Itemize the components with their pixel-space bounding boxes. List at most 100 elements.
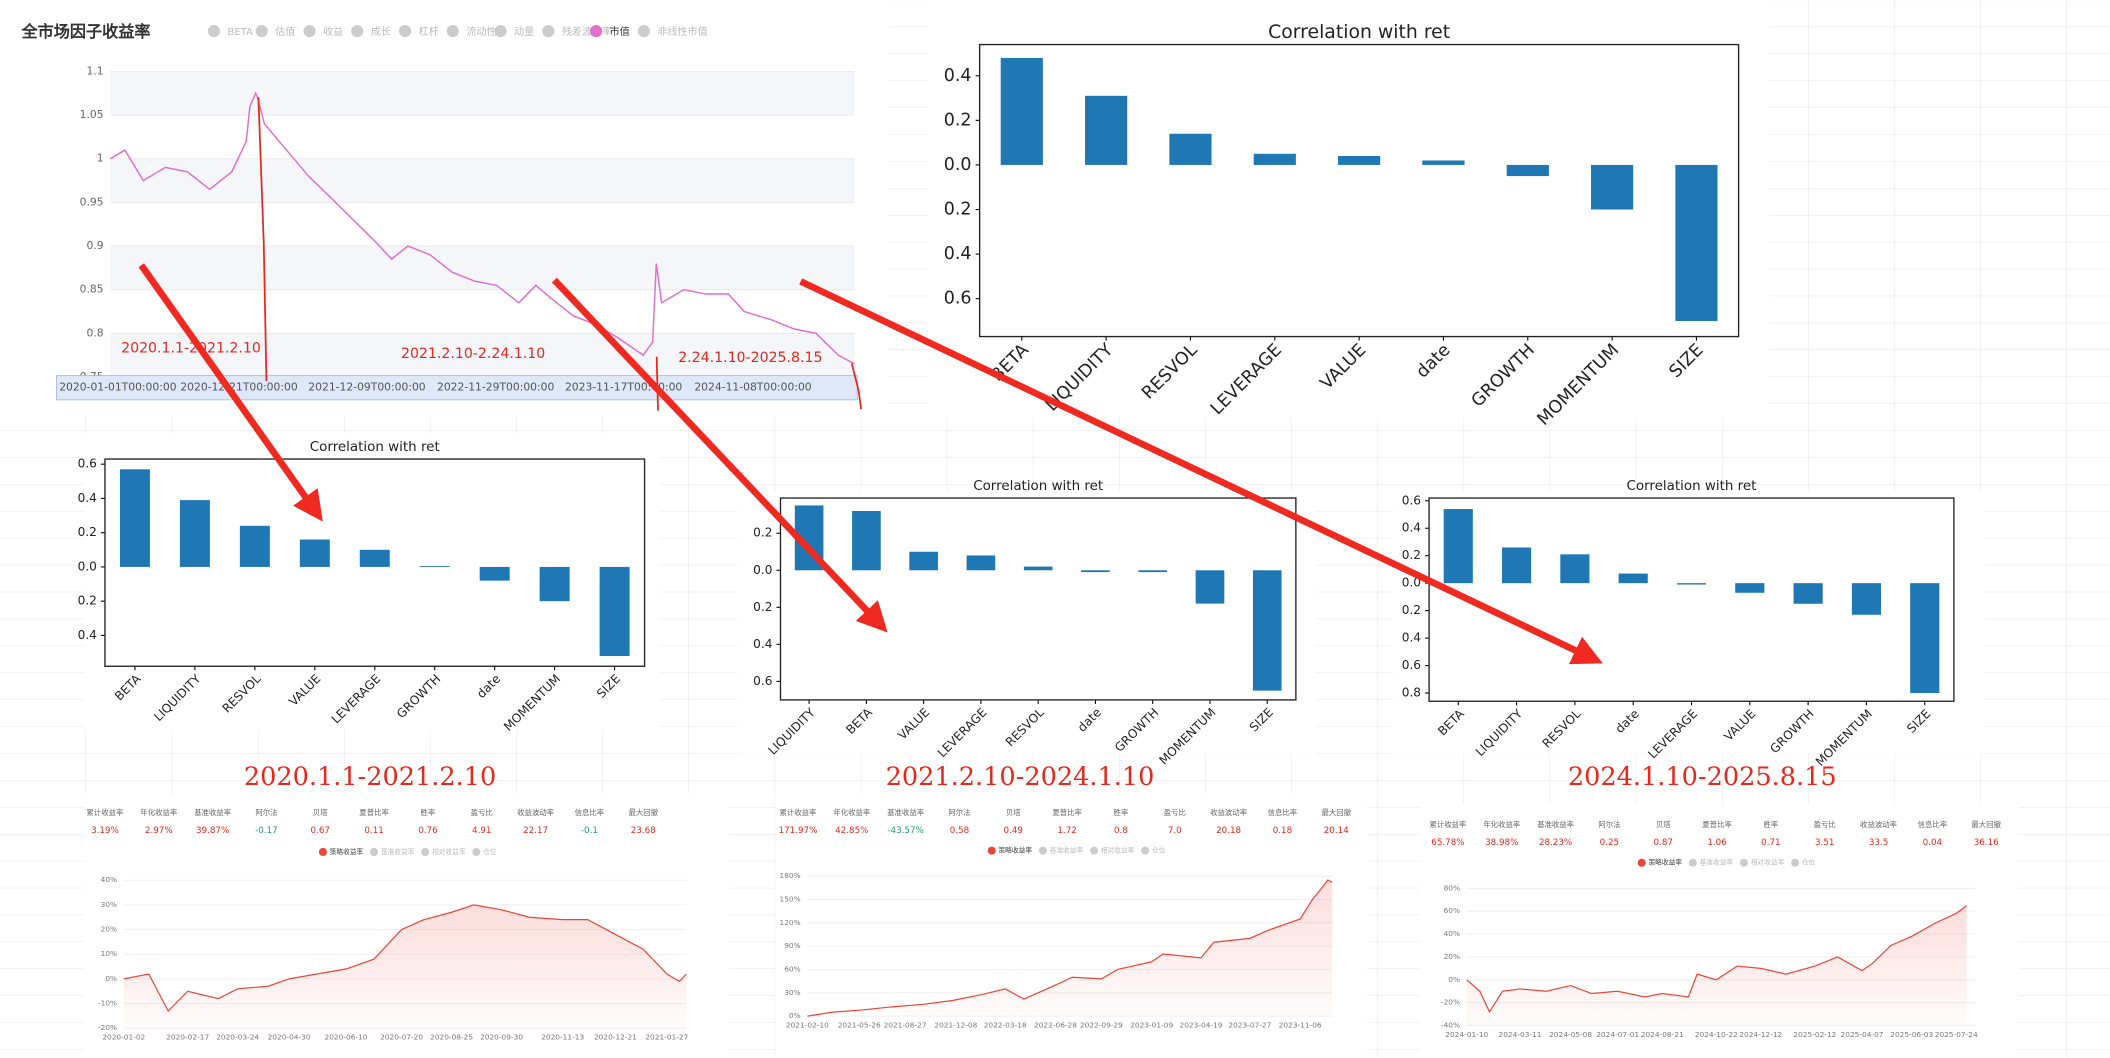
stat-label: 夏普比率 xyxy=(1702,820,1732,829)
stat-value: 39.87% xyxy=(196,826,229,836)
stat-label: 年化收益率 xyxy=(1483,820,1521,829)
panel xyxy=(1392,491,1985,754)
stat-label: 胜率 xyxy=(1114,808,1129,817)
stat-label: 胜率 xyxy=(421,808,436,817)
stat-value: -0.17 xyxy=(255,826,278,836)
legend-swatch xyxy=(1791,858,1800,867)
stat-value: 42.85% xyxy=(835,826,868,836)
legend-label: 相对收益率 xyxy=(432,847,466,856)
y-tick-label: 60% xyxy=(1444,906,1460,915)
legend-swatch xyxy=(637,25,650,38)
bar xyxy=(359,549,390,567)
x-tick-label: 2023-07-27 xyxy=(1228,1021,1271,1030)
bar xyxy=(1338,156,1381,165)
bar xyxy=(1506,164,1549,177)
y-tick-label: 0.4 xyxy=(1402,631,1422,645)
stat-value: 171.97% xyxy=(779,826,818,836)
legend-label: 市值 xyxy=(610,25,630,38)
stat-value: 0.67 xyxy=(311,826,330,836)
stat-label: 贝塔 xyxy=(313,808,328,817)
stat-label: 贝塔 xyxy=(1656,820,1671,829)
y-tick-label: 0.85 xyxy=(80,283,104,296)
stat-value: 0.49 xyxy=(1004,826,1023,836)
x-tick-label: 2025-02-12 xyxy=(1793,1030,1836,1039)
y-tick-label: 0.95 xyxy=(80,195,104,208)
x-tick-label: 2024-01-10 xyxy=(1445,1030,1488,1039)
y-tick-label: 180% xyxy=(780,871,801,880)
legend-label: 相对收益率 xyxy=(1101,846,1135,855)
plot-frame xyxy=(779,497,1297,701)
y-tick-label: 0.2 xyxy=(78,525,97,539)
legend-label: 策略收益率 xyxy=(998,846,1032,855)
x-tick-label: 2020-08-25 xyxy=(430,1033,473,1042)
legend-swatch xyxy=(446,25,459,38)
x-tick-label: 2025-04-07 xyxy=(1841,1030,1884,1039)
y-tick-label: 0.8 xyxy=(1402,686,1421,700)
legend-label: 非线性市值 xyxy=(657,25,707,38)
x-tick-label: 2020-09-30 xyxy=(480,1033,523,1042)
y-tick-label: 0.6 xyxy=(944,289,972,309)
bar xyxy=(1085,95,1128,165)
stat-value: 20.18 xyxy=(1216,826,1241,836)
y-tick-label: 0.6 xyxy=(753,674,772,688)
chart-title: 全市场因子收益率 xyxy=(21,22,151,41)
bar xyxy=(1501,547,1532,584)
return-area xyxy=(807,880,1333,1017)
stat-label: 盈亏比 xyxy=(1164,808,1186,817)
y-tick-label: 0.9 xyxy=(87,239,104,252)
y-tick-label: 1.1 xyxy=(87,64,104,77)
y-tick-label: 0% xyxy=(105,974,117,983)
x-tick-label: 2025-07-24 xyxy=(1935,1030,1978,1039)
stat-value: 0.58 xyxy=(950,826,969,836)
stat-label: 盈亏比 xyxy=(471,808,493,817)
legend-label: 收益 xyxy=(323,25,343,38)
y-tick-label: 0.0 xyxy=(1402,576,1421,590)
legend-label: 基准收益率 xyxy=(1050,846,1084,855)
bar xyxy=(1023,566,1053,571)
bar xyxy=(539,566,570,602)
y-tick-label: 0.0 xyxy=(944,155,972,175)
period-label: 2021.2.10-2024.1.10 xyxy=(886,762,1155,792)
x-tick-label: 2020-01-01T00:00:00 xyxy=(59,381,176,394)
bar xyxy=(1676,583,1707,585)
y-tick-label: 0.0 xyxy=(753,563,772,577)
stat-label: 阿尔法 xyxy=(255,808,277,817)
legend-swatch xyxy=(987,846,996,855)
stat-label: 累计收益率 xyxy=(779,808,817,817)
y-tick-label: 0% xyxy=(1448,975,1460,984)
bar xyxy=(1000,57,1043,165)
y-tick-label: 40% xyxy=(101,875,117,884)
x-tick-label: 2020-04-30 xyxy=(268,1033,311,1042)
y-tick-label: 20% xyxy=(1444,952,1460,961)
y-tick-label: -20% xyxy=(1441,998,1460,1007)
stat-label: 收益波动率 xyxy=(1210,808,1248,817)
y-tick-label: 30% xyxy=(101,900,117,909)
y-tick-label: 0.8 xyxy=(87,326,104,339)
bar xyxy=(1169,133,1212,165)
y-tick-label: 80% xyxy=(1444,883,1460,892)
y-tick-label: 0.2 xyxy=(1402,548,1421,562)
x-tick-label: 2021-12-09T00:00:00 xyxy=(308,381,425,394)
bar xyxy=(1618,573,1648,584)
x-tick-label: 2020-01-02 xyxy=(102,1033,145,1042)
annotation-strokes xyxy=(257,97,863,411)
stat-value: 38.98% xyxy=(1485,838,1518,848)
bar xyxy=(419,566,450,567)
y-tick-label: 0.6 xyxy=(78,457,97,471)
hand-line xyxy=(655,356,659,411)
stat-value: 0.04 xyxy=(1923,838,1943,848)
y-tick-label: 0.2 xyxy=(753,526,772,540)
stat-value: 33.5 xyxy=(1869,838,1888,848)
legend-swatch xyxy=(318,847,327,856)
legend-swatch xyxy=(1688,858,1697,867)
x-tick-label: 2020-02-17 xyxy=(166,1033,209,1042)
x-tick-label: 2024-08-21 xyxy=(1641,1030,1684,1039)
y-tick-label: 0.4 xyxy=(944,244,972,264)
legend-label: 残差波动率 xyxy=(562,25,612,38)
period-label: 2020.1.1-2021.2.10 xyxy=(244,762,496,792)
stat-label: 最大回撤 xyxy=(628,808,658,817)
legend-label: 杠杆 xyxy=(419,25,439,38)
stat-value: 0.8 xyxy=(1114,826,1128,836)
stat-label: 基准收益率 xyxy=(887,808,925,817)
